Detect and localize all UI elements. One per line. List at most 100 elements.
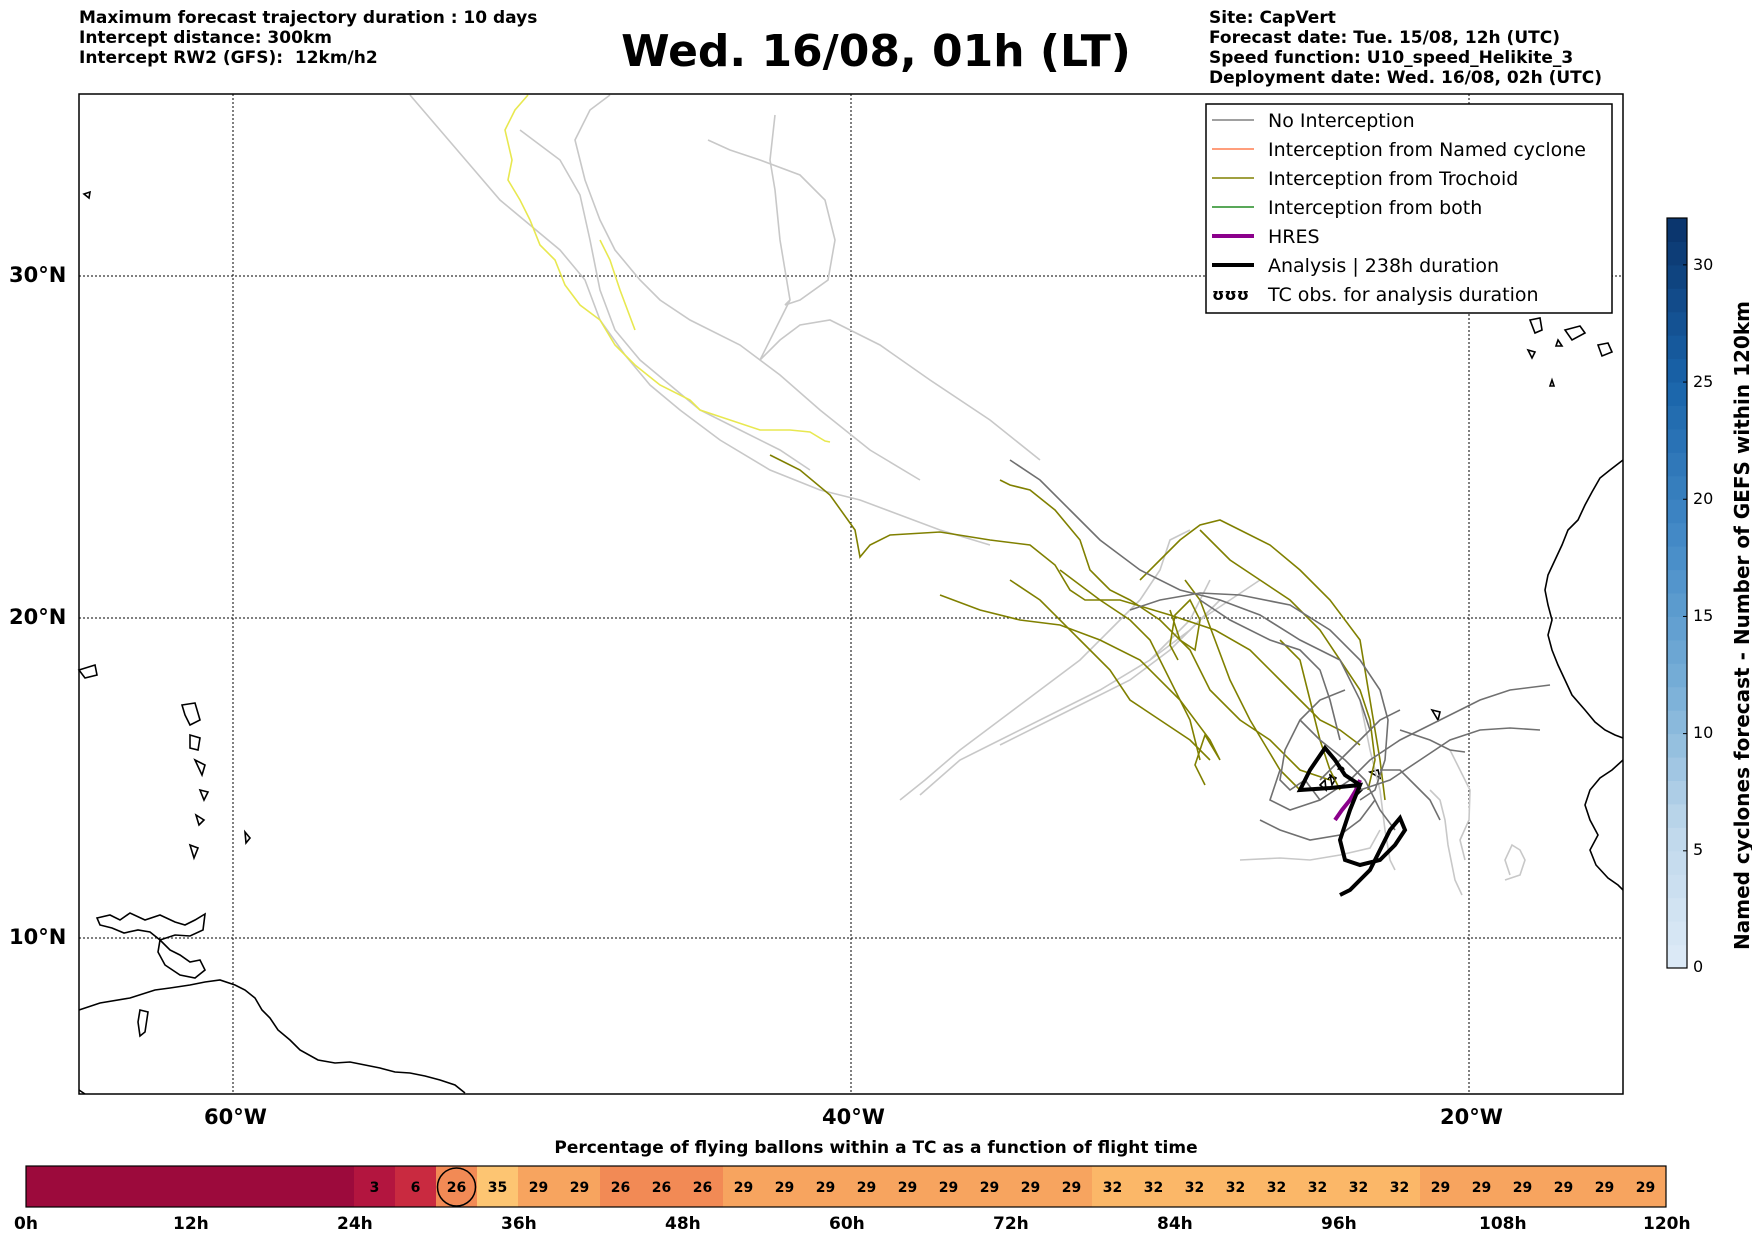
timeline-cell-label: 29 (898, 1180, 917, 1196)
timeline-cell (1338, 1166, 1380, 1207)
colorbar-cell (1667, 850, 1687, 875)
timeline-cell (641, 1166, 683, 1207)
colorbar-cell (1667, 382, 1687, 406)
timeline-cell (1420, 1166, 1462, 1207)
colorbar-cell (1667, 827, 1687, 852)
timeline-cell (108, 1166, 150, 1207)
timeline-cell-label: 29 (775, 1180, 794, 1196)
legend-label: Analysis | 238h duration (1268, 255, 1499, 277)
header-max-duration: Maximum forecast trajectory duration : 1… (79, 8, 538, 28)
timeline-cell-label: 29 (1021, 1180, 1040, 1196)
timeline-cell-label: 3 (370, 1180, 380, 1196)
legend-item: ʊʊʊ TC obs. for analysis duration (1212, 284, 1539, 306)
colorbar-cell (1667, 780, 1687, 805)
colorbar-cell (1667, 874, 1687, 899)
timeline-cell (805, 1166, 847, 1207)
colorbar-cell (1667, 358, 1687, 383)
page-title: Wed. 16/08, 01h (LT) (621, 26, 1131, 77)
timeline-tick-48h: 48h (665, 1214, 701, 1234)
colorbar-cell (1667, 757, 1687, 781)
timeline-cell (928, 1166, 970, 1207)
colorbar-label: Named cyclones forecast - Number of GEFS… (1730, 301, 1752, 950)
colorbar-cell (1667, 475, 1687, 500)
timeline-cell (1256, 1166, 1298, 1207)
timeline-cell (682, 1166, 724, 1207)
timeline-cell (887, 1166, 929, 1207)
timeline-cell-label: 32 (1349, 1180, 1368, 1196)
colorbar-tick-30: 30 (1693, 255, 1714, 274)
timeline-cell-label: 32 (1103, 1180, 1122, 1196)
lon-label-40w: 40°W (822, 1105, 885, 1129)
colorbar-cell (1667, 897, 1687, 922)
timeline-tick-12h: 12h (173, 1214, 209, 1234)
colorbar-tick-0: 0 (1693, 957, 1704, 976)
colorbar-cell (1667, 428, 1687, 453)
timeline-tick-108h: 108h (1479, 1214, 1527, 1234)
timeline-cell (559, 1166, 601, 1207)
timeline-tick-0h: 0h (14, 1214, 38, 1234)
colorbar-cell (1667, 218, 1687, 242)
timeline-cell (969, 1166, 1011, 1207)
timeline-cell-label: 29 (939, 1180, 958, 1196)
colorbar-cell (1667, 616, 1687, 641)
timeline-cell (149, 1166, 191, 1207)
colorbar-cell (1667, 288, 1687, 313)
timeline-title: Percentage of flying ballons within a TC… (554, 1138, 1198, 1158)
legend-item: Interception from Named cyclone (1212, 139, 1586, 161)
timeline-cell-label: 29 (857, 1180, 876, 1196)
header-forecast-date: Forecast date: Tue. 15/08, 12h (UTC) (1209, 28, 1560, 48)
colorbar-cell (1667, 593, 1687, 617)
colorbar-tick-25: 25 (1693, 372, 1714, 391)
map-frame (78, 93, 1624, 1095)
timeline-cell (1379, 1166, 1421, 1207)
legend-item: Interception from both (1212, 197, 1482, 219)
lat-label-30n: 30°N (9, 263, 67, 287)
timeline-cell (1543, 1166, 1585, 1207)
timeline-cell-label: 32 (1308, 1180, 1327, 1196)
timeline-cell (395, 1166, 437, 1207)
legend-label: HRES (1268, 226, 1320, 248)
timeline-cell-label: 29 (734, 1180, 753, 1196)
colorbar-cell (1667, 639, 1687, 664)
colorbar-cell (1667, 663, 1687, 688)
lon-label-60w: 60°W (204, 1105, 267, 1129)
map-gridlines (79, 94, 1623, 1094)
timeline-cell (190, 1166, 232, 1207)
timeline-cell (231, 1166, 273, 1207)
colorbar-cell (1667, 944, 1687, 969)
timeline-cell (272, 1166, 314, 1207)
timeline-cell-label: 29 (1472, 1180, 1491, 1196)
timeline-cell-label: 32 (1185, 1180, 1204, 1196)
timeline-cell-label: 26 (611, 1180, 630, 1196)
timeline-tick-24h: 24h (337, 1214, 373, 1234)
legend-item: HRES (1212, 226, 1320, 248)
timeline-cell (26, 1166, 68, 1207)
timeline-cell (1133, 1166, 1175, 1207)
colorbar-cell (1667, 921, 1687, 946)
legend-label: No Interception (1268, 110, 1415, 132)
lat-label-20n: 20°N (9, 605, 67, 629)
timeline-cell (846, 1166, 888, 1207)
timeline-cell (1215, 1166, 1257, 1207)
timeline-cell-label: 29 (816, 1180, 835, 1196)
timeline-cell (1297, 1166, 1339, 1207)
timeline-cell (354, 1166, 396, 1207)
timeline-cell-label: 29 (1595, 1180, 1614, 1196)
timeline-cell-label: 35 (488, 1180, 507, 1196)
colorbar-cell (1667, 311, 1687, 336)
colorbar-cell (1667, 264, 1687, 289)
timeline-cell-label: 29 (1513, 1180, 1532, 1196)
timeline-cell (1092, 1166, 1134, 1207)
timeline-cell-label: 32 (1390, 1180, 1409, 1196)
colorbar-cell (1667, 241, 1687, 266)
legend-label: Interception from Named cyclone (1268, 139, 1586, 161)
colorbar-cell (1667, 686, 1687, 711)
timeline-cell (1051, 1166, 1093, 1207)
timeline-cell (477, 1166, 519, 1207)
header-intercept-distance: Intercept distance: 300km (79, 28, 332, 48)
timeline-tick-84h: 84h (1157, 1214, 1193, 1234)
timeline-cell-label: 29 (529, 1180, 548, 1196)
timeline-tick-72h: 72h (993, 1214, 1029, 1234)
tc-obs-legend-icon: ʊʊʊ (1212, 285, 1249, 304)
